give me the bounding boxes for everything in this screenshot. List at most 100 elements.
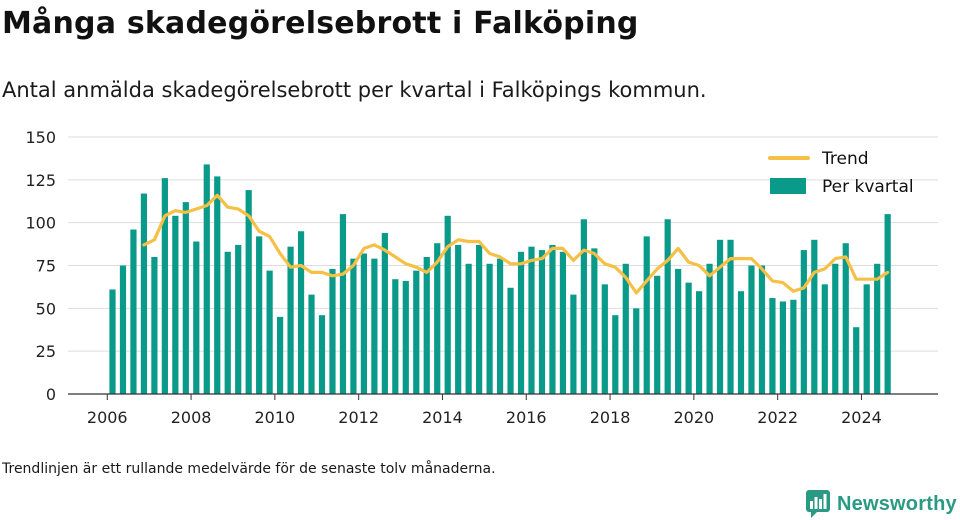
legend-label-bars: Per kvartal — [822, 177, 914, 197]
legend-swatch-bars — [770, 178, 806, 194]
x-tick-label: 2014 — [422, 408, 463, 427]
bar — [140, 193, 148, 394]
bar — [486, 263, 493, 394]
trend-line — [142, 193, 890, 295]
bar — [538, 250, 546, 394]
bar — [832, 263, 839, 394]
bar — [654, 275, 661, 394]
bar — [737, 291, 745, 394]
bar — [601, 284, 608, 394]
bar — [853, 327, 860, 394]
y-tick-label: 0 — [46, 385, 56, 404]
y-tick-label: 125 — [25, 171, 56, 190]
bar — [256, 236, 263, 394]
bar — [172, 215, 179, 394]
chart-title: Många skadegörelsebrott i Falköping — [2, 6, 639, 41]
bar — [528, 246, 535, 394]
bar — [633, 308, 640, 394]
bar — [371, 258, 378, 394]
bar — [402, 280, 409, 394]
bar — [716, 239, 724, 394]
bar — [308, 294, 315, 394]
bar — [224, 251, 231, 394]
bar — [622, 263, 629, 394]
bar — [800, 250, 807, 394]
bar — [664, 219, 671, 394]
legend-label-trend: Trend — [821, 149, 869, 169]
y-tick-label: 25 — [36, 342, 56, 361]
bar — [266, 270, 273, 394]
bar — [297, 231, 305, 394]
bar — [193, 241, 200, 394]
bar — [245, 190, 252, 394]
newsworthy-icon — [806, 490, 830, 518]
bar — [392, 279, 399, 394]
bar — [507, 287, 514, 394]
bar — [130, 229, 137, 394]
bar — [455, 244, 462, 394]
y-tick-label: 150 — [25, 128, 56, 147]
y-tick-label: 100 — [25, 214, 56, 233]
bar — [842, 243, 849, 394]
bar — [612, 315, 619, 394]
y-tick-label: 50 — [36, 299, 56, 318]
bar — [287, 246, 294, 394]
bar — [329, 268, 336, 394]
bar — [182, 202, 189, 394]
bar — [214, 176, 221, 394]
bar — [444, 215, 451, 394]
brand-logo[interactable]: Newsworthy — [805, 489, 957, 519]
bar — [277, 316, 284, 394]
bar — [643, 236, 650, 394]
bar — [465, 263, 472, 394]
bar — [863, 284, 870, 394]
x-tick-label: 2020 — [674, 408, 715, 427]
chart-subtitle: Antal anmälda skadegörelsebrott per kvar… — [2, 78, 707, 102]
bar — [413, 270, 420, 394]
x-tick-label: 2012 — [338, 408, 379, 427]
bar — [821, 284, 828, 394]
bar — [318, 315, 326, 394]
bar — [591, 248, 598, 394]
bar — [580, 219, 587, 394]
bar — [381, 232, 388, 394]
bar — [549, 244, 556, 394]
x-tick-label: 2016 — [506, 408, 547, 427]
bar — [685, 282, 692, 394]
bar — [811, 239, 818, 394]
y-tick-label: 75 — [36, 257, 56, 276]
bar — [203, 164, 210, 394]
bar — [706, 263, 713, 394]
bar — [559, 251, 567, 394]
bar — [570, 294, 577, 394]
bar — [779, 301, 786, 394]
x-tick-label: 2006 — [87, 408, 128, 427]
x-tick-label: 2024 — [841, 408, 882, 427]
bar — [790, 299, 797, 394]
x-tick-label: 2022 — [757, 408, 798, 427]
x-tick-label: 2010 — [255, 408, 296, 427]
bar — [119, 265, 127, 394]
bar — [769, 298, 776, 394]
x-tick-label: 2018 — [590, 408, 631, 427]
bar — [151, 256, 158, 394]
bar — [161, 178, 168, 394]
bar — [727, 239, 734, 394]
bar — [517, 251, 525, 394]
bar — [339, 214, 347, 394]
bar — [423, 256, 430, 394]
bar — [350, 258, 357, 394]
bar — [476, 244, 483, 394]
bar — [675, 268, 682, 394]
brand-name: Newsworthy — [837, 492, 957, 515]
bar — [109, 289, 116, 394]
bar — [360, 253, 367, 394]
bar — [696, 291, 703, 394]
bar — [496, 258, 504, 394]
bar — [434, 243, 441, 394]
footnote: Trendlinjen är ett rullande medelvärde f… — [2, 461, 496, 477]
x-tick-label: 2008 — [171, 408, 212, 427]
bar — [235, 244, 242, 394]
bar — [874, 263, 881, 394]
bar — [758, 265, 766, 394]
